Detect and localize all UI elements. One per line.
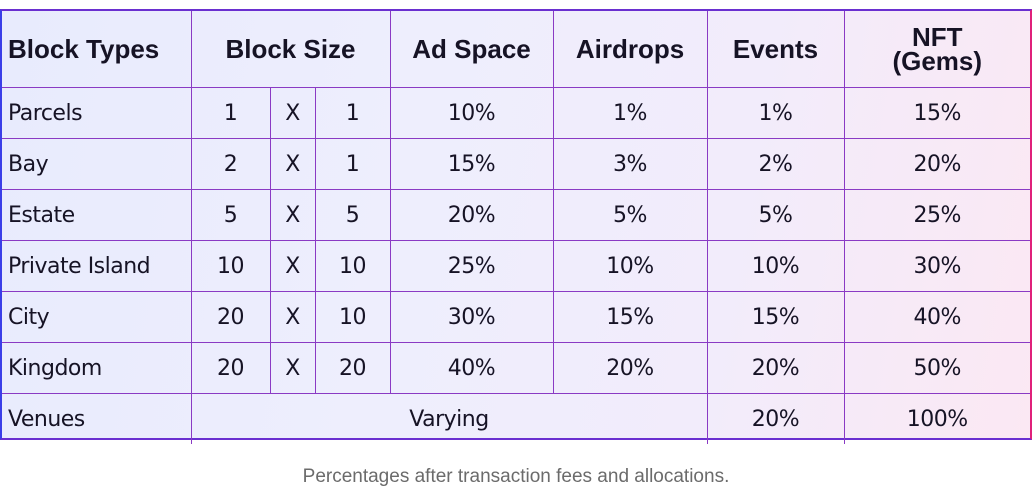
block-types-table-frame: Block Types Block Size Ad Space Airdrops… [0,9,1032,444]
airdrops-value: 5% [552,189,708,241]
nft-value: 30% [843,240,1030,292]
airdrops-value: 3% [552,138,708,190]
table-row: City 20 X 10 30% 15% 15% 40% [2,291,1030,343]
airdrops-value: 1% [552,87,708,139]
header-block-types: Block Types [2,11,192,88]
block-height: 1 [314,138,391,190]
header-nft-line2: (Gems) [892,46,983,76]
block-height: 5 [314,189,391,241]
ad-space-value: 30% [389,291,554,343]
row-name: Bay [2,138,192,190]
block-times: X [269,138,316,190]
nft-value: 100% [843,393,1030,444]
table-caption: Percentages after transaction fees and a… [302,466,730,487]
events-value: 15% [706,291,845,343]
block-width: 10 [190,240,271,292]
block-width: 1 [190,87,271,139]
airdrops-value: 10% [552,240,708,292]
ad-space-value: 25% [389,240,554,292]
varying-value: Varying [190,393,708,444]
events-value: 1% [706,87,845,139]
block-width: 2 [190,138,271,190]
block-times: X [269,342,316,394]
row-name: Parcels [2,87,192,139]
nft-value: 15% [843,87,1030,139]
block-height: 10 [314,240,391,292]
header-block-size: Block Size [190,11,391,88]
ad-space-value: 40% [389,342,554,394]
block-times: X [269,87,316,139]
block-times: X [269,291,316,343]
block-height: 1 [314,87,391,139]
header-ad-space: Ad Space [389,11,554,88]
row-name: City [2,291,192,343]
events-value: 20% [706,393,845,444]
table-row: Parcels 1 X 1 10% 1% 1% 15% [2,87,1030,139]
events-value: 20% [706,342,845,394]
table-row: Private Island 10 X 10 25% 10% 10% 30% [2,240,1030,292]
header-airdrops: Airdrops [552,11,708,88]
table-row: Estate 5 X 5 20% 5% 5% 25% [2,189,1030,241]
row-name: Estate [2,189,192,241]
table-row: Bay 2 X 1 15% 3% 2% 20% [2,138,1030,190]
block-types-table: Block Types Block Size Ad Space Airdrops… [2,11,1030,444]
block-height: 20 [314,342,391,394]
block-times: X [269,189,316,241]
events-value: 5% [706,189,845,241]
ad-space-value: 15% [389,138,554,190]
airdrops-value: 20% [552,342,708,394]
header-nft-line1: NFT [911,22,963,52]
block-width: 20 [190,342,271,394]
table-row: Kingdom 20 X 20 40% 20% 20% 50% [2,342,1030,394]
ad-space-value: 20% [389,189,554,241]
airdrops-value: 15% [552,291,708,343]
events-value: 10% [706,240,845,292]
nft-value: 20% [843,138,1030,190]
table-row-venues: Venues Varying 20% 100% [2,393,1030,444]
header-nft: NFT (Gems) [843,11,1030,88]
block-width: 5 [190,189,271,241]
block-height: 10 [314,291,391,343]
row-name: Venues [2,393,192,444]
block-width: 20 [190,291,271,343]
events-value: 2% [706,138,845,190]
header-events: Events [706,11,845,88]
nft-value: 40% [843,291,1030,343]
row-name: Private Island [2,240,192,292]
table-header-row: Block Types Block Size Ad Space Airdrops… [2,11,1030,88]
nft-value: 50% [843,342,1030,394]
row-name: Kingdom [2,342,192,394]
ad-space-value: 10% [389,87,554,139]
nft-value: 25% [843,189,1030,241]
block-times: X [269,240,316,292]
